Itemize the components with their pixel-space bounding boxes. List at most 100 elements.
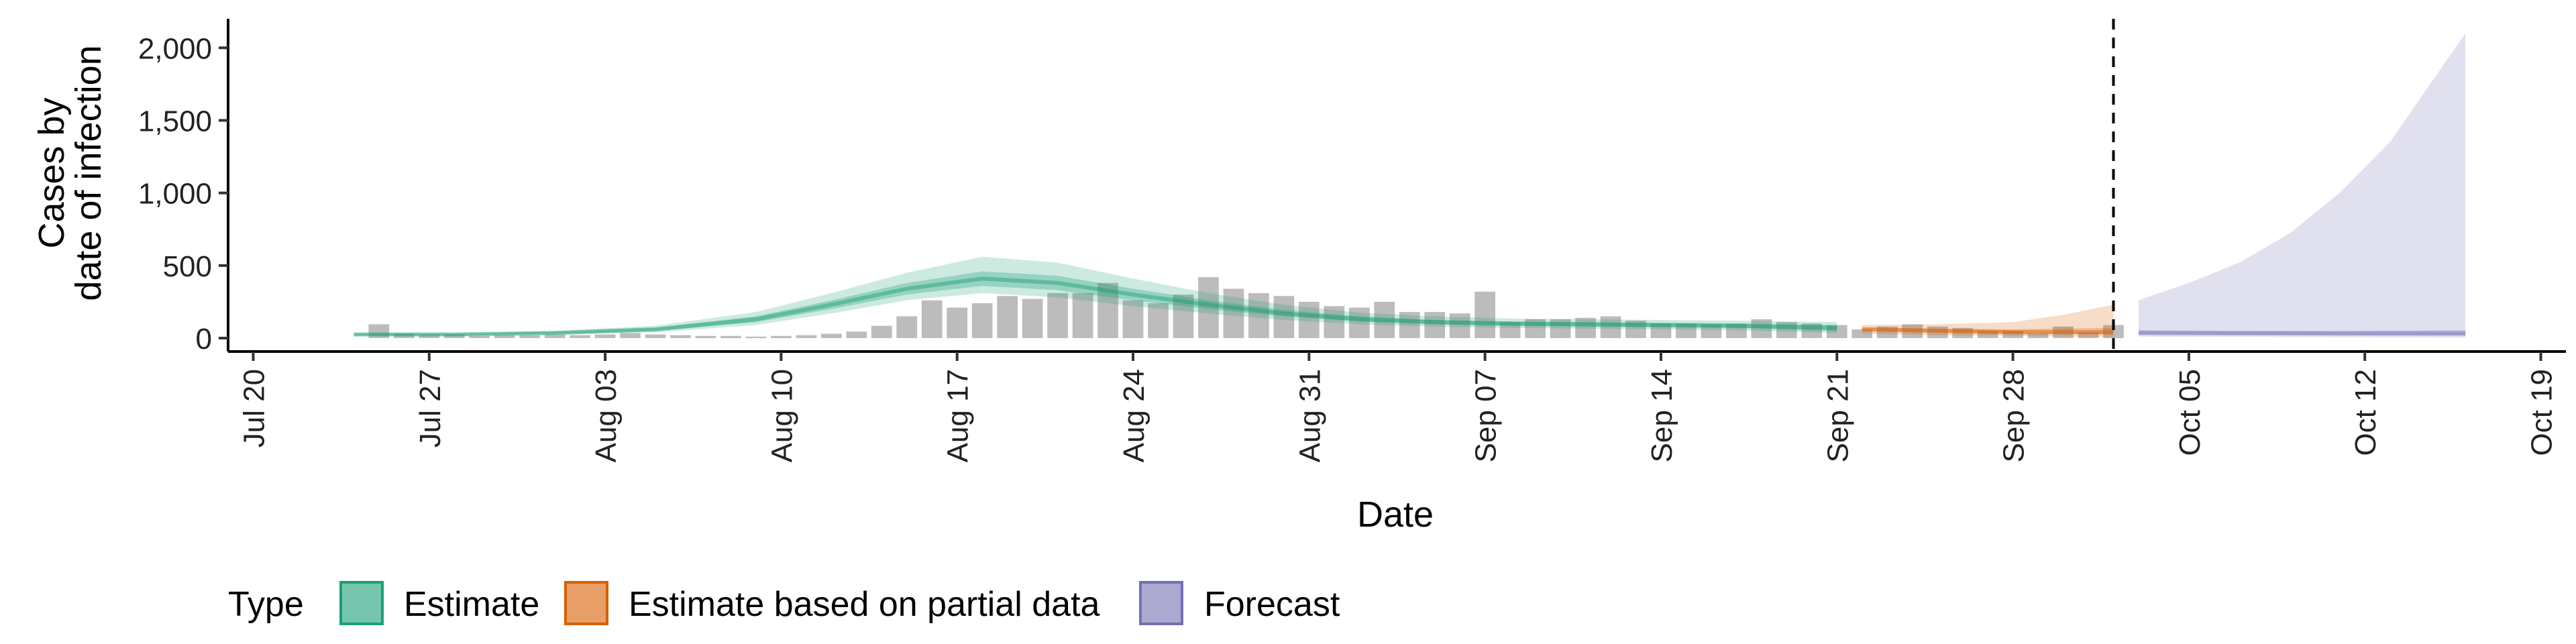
observed-case-bar <box>947 307 968 338</box>
estimate-based-on-partial-data-inner-band <box>1862 327 2114 335</box>
x-tick-label: Jul 20 <box>237 369 270 447</box>
observed-case-bar <box>1298 301 1320 338</box>
y-axis-title: Cases by date of infection <box>32 45 109 301</box>
observed-case-bar <box>695 335 716 338</box>
observed-case-bar <box>1776 322 1797 338</box>
forecast-inner-band <box>2139 330 2466 336</box>
y-tick-label: 1,500 <box>138 105 212 138</box>
x-tick-label: Oct 05 <box>2174 369 2206 456</box>
observed-case-bar <box>1399 312 1420 338</box>
observed-case-bar <box>997 296 1018 338</box>
observed-case-bar <box>1826 325 1847 338</box>
legend-label-estimate: Estimate <box>404 585 539 624</box>
observed-case-bar <box>1499 322 1521 338</box>
observed-case-bar <box>570 335 590 338</box>
observed-case-bar <box>1550 319 1571 338</box>
estimate-inner-band <box>354 271 1837 335</box>
observed-case-bar <box>2002 331 2023 338</box>
observed-case-bar <box>368 324 390 338</box>
legend-label-forecast: Forecast <box>1204 585 1340 624</box>
observed-case-bar <box>1676 323 1697 338</box>
observed-case-bar <box>1022 299 1043 338</box>
y-axis-title-line-2: date of infection <box>68 45 109 301</box>
observed-case-bar <box>745 336 767 338</box>
legend-key-estimate <box>339 581 384 625</box>
observed-case-bar <box>419 335 440 338</box>
observed-case-bar <box>921 300 943 338</box>
observed-case-bar <box>1876 326 1898 338</box>
observed-case-bar <box>443 334 465 338</box>
observed-cases-bars <box>368 277 2124 338</box>
observed-case-bar <box>1927 326 1948 338</box>
legend-label-partial: Estimate based on partial data <box>629 585 1100 624</box>
observed-case-bar <box>2053 326 2074 338</box>
legend: Type Estimate Estimate based on partial … <box>228 581 1340 625</box>
observed-case-bar <box>971 303 993 338</box>
observed-case-bar <box>1122 300 1144 338</box>
y-tick-label: 0 <box>196 323 212 356</box>
x-tick-label: Sep 14 <box>1646 369 1678 462</box>
estimate-based-on-partial-data-median-line <box>1862 327 2114 335</box>
observed-case-bar <box>1726 323 1747 338</box>
estimate-based-on-partial-data-outer-band <box>1862 305 2114 337</box>
observed-case-bar <box>2027 333 2049 338</box>
forecast-outer-band <box>2139 33 2466 338</box>
observed-case-bar <box>1902 324 1923 338</box>
observed-case-bar <box>720 335 741 338</box>
observed-case-bar <box>494 335 515 338</box>
legend-key-forecast <box>1139 581 1183 625</box>
observed-case-bar <box>1097 282 1118 338</box>
estimate-median-line <box>354 276 1837 337</box>
observed-case-bar <box>2103 325 2124 338</box>
x-tick-label: Aug 03 <box>590 369 623 462</box>
observed-case-bar <box>871 325 892 338</box>
observed-case-bar <box>393 333 415 338</box>
observed-case-bar <box>1348 307 1370 338</box>
observed-case-bar <box>1600 316 1621 338</box>
observed-case-bar <box>670 335 691 338</box>
observed-case-bar <box>1701 324 1722 338</box>
y-tick-label: 2,000 <box>138 32 212 65</box>
x-tick-label: Oct 12 <box>2349 369 2382 456</box>
x-tick-label: Oct 19 <box>2526 369 2559 456</box>
x-tick-label: Jul 27 <box>414 369 447 447</box>
observed-case-bar <box>896 316 918 338</box>
observed-case-bar <box>1248 292 1269 338</box>
observed-case-bar <box>1148 303 1169 338</box>
observed-case-bar <box>796 335 817 338</box>
x-tick-label: Aug 10 <box>765 369 798 462</box>
x-axis-title: Date <box>1357 494 1434 535</box>
observed-case-bar <box>1324 306 1345 338</box>
observed-case-bar <box>1474 291 1496 338</box>
observed-case-bar <box>1047 292 1068 338</box>
observed-case-bar <box>645 334 666 338</box>
observed-case-bar <box>519 335 541 338</box>
observed-case-bar <box>1575 317 1596 338</box>
observed-case-bar <box>1449 313 1470 338</box>
observed-case-bar <box>1374 301 1395 338</box>
observed-case-bar <box>820 333 842 338</box>
observed-case-bar <box>620 333 641 338</box>
observed-case-bar <box>1977 331 1998 338</box>
observed-case-bar <box>1801 323 1823 338</box>
observed-case-bar <box>2078 332 2099 338</box>
x-tick-label: Sep 21 <box>1821 369 1854 462</box>
observed-case-bar <box>1273 296 1295 338</box>
tick-labels: 0 500 1,000 1,500 2,000 Jul 20 Jul 27 Aug 03 Aug… <box>138 32 2559 462</box>
axes <box>219 19 2566 361</box>
y-tick-label: 1,000 <box>138 178 212 211</box>
observed-case-bar <box>1851 329 1873 338</box>
y-axis-title-line-1: Cases by <box>32 97 72 248</box>
x-tick-label: Aug 24 <box>1118 369 1150 462</box>
observed-case-bar <box>1525 319 1546 338</box>
observed-case-bar <box>594 334 616 338</box>
observed-case-bar <box>1625 321 1646 338</box>
x-tick-label: Aug 17 <box>942 369 975 462</box>
estimate-bands <box>354 33 2466 338</box>
estimate-outer-band <box>354 256 1837 336</box>
observed-case-bar <box>1424 312 1446 338</box>
x-tick-label: Sep 28 <box>1998 369 2031 462</box>
observed-case-bar <box>544 334 566 338</box>
observed-case-bar <box>1751 319 1772 338</box>
